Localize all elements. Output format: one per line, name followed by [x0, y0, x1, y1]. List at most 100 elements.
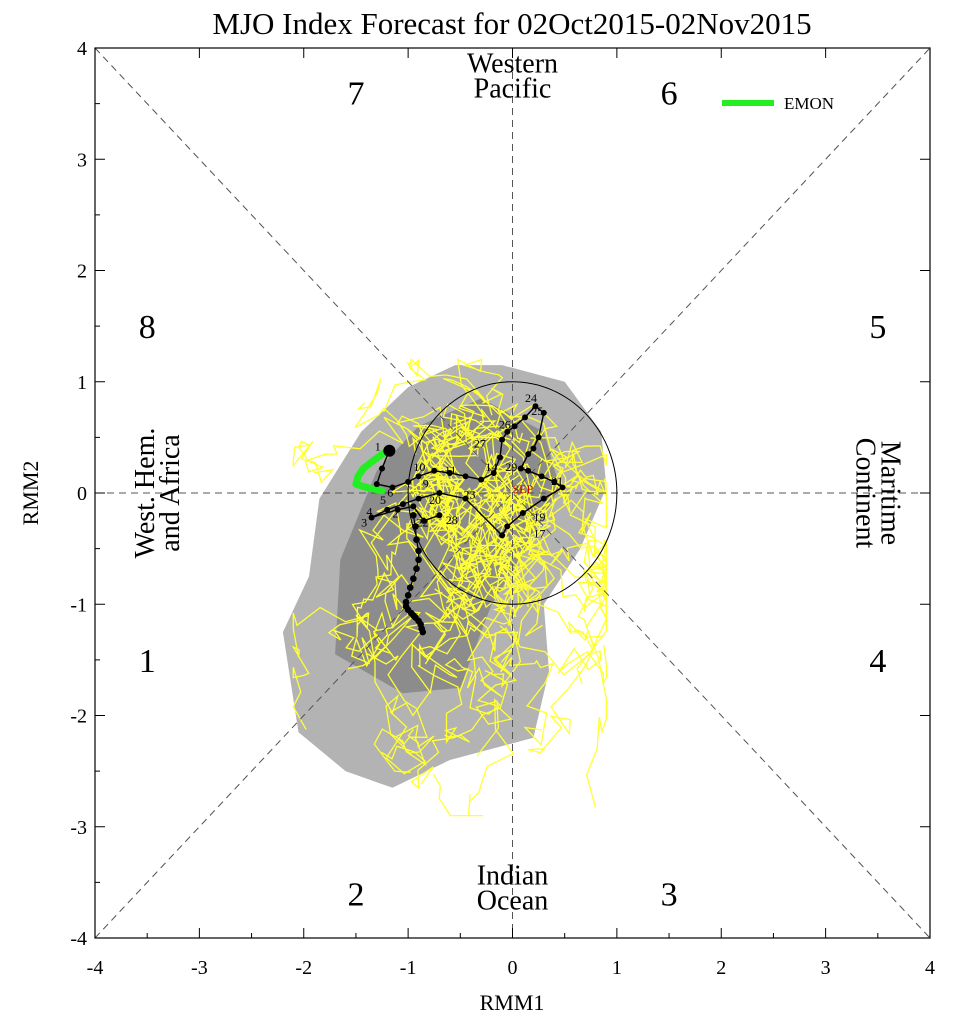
day-label: 17 [533, 527, 545, 541]
phase-label: 2 [347, 877, 364, 914]
observed-point [496, 454, 503, 461]
observed-point [446, 469, 453, 476]
ensemble-member-line [418, 506, 518, 757]
region-label: West. Hem.and Africa [130, 428, 186, 559]
legend-label-emon: EMON [784, 94, 834, 113]
day-label: 19 [533, 510, 545, 524]
forecast-point [419, 628, 427, 636]
day-label: 5 [380, 493, 386, 507]
day-label: 2 [392, 506, 398, 520]
day-label: 14 [485, 460, 497, 474]
x-tick-label: 2 [716, 957, 726, 979]
observed-line [371, 405, 564, 537]
day-label: 28 [446, 513, 458, 527]
day-label: 22 [416, 515, 428, 529]
observed-point [532, 403, 539, 410]
observed-point [415, 473, 422, 480]
day-label: 26 [499, 417, 511, 431]
phase-label: 8 [139, 309, 156, 346]
day-label: 20 [429, 493, 441, 507]
day-label: 1 [375, 440, 381, 454]
y-tick-label: 2 [77, 261, 87, 283]
forecast-point [415, 547, 422, 555]
ensemble-member-line [381, 494, 462, 775]
region-label-line: and Africa [155, 434, 186, 552]
x-tick-label: -3 [191, 957, 208, 979]
observed-point [525, 451, 532, 458]
ensemble-member-line [292, 416, 497, 484]
ensemble-member-line [422, 433, 537, 618]
ensemble-member-line [355, 501, 435, 754]
day-label: 25 [531, 404, 543, 418]
observed-point [551, 478, 558, 485]
day-label: 27 [474, 436, 486, 450]
ensemble-member-line [412, 430, 553, 557]
ensemble-member-line [473, 387, 599, 505]
forecast-point [410, 575, 417, 582]
ensemble-member-line [518, 477, 608, 685]
forecast-point [404, 592, 412, 599]
ensemble-member-line [459, 417, 608, 558]
chart-title: MJO Index Forecast for 02Oct2015-02Nov20… [212, 6, 811, 41]
ensemble-member-line [373, 454, 479, 773]
observed-point [399, 501, 406, 508]
observed-point [522, 414, 529, 421]
observed-point [559, 484, 566, 491]
observed-point [383, 444, 396, 457]
ensemble-member-line [411, 424, 528, 694]
phase-label: 1 [139, 643, 156, 680]
phase-label: 5 [869, 309, 886, 346]
observed-point [490, 469, 497, 476]
day-label: 3 [361, 515, 367, 529]
x-tick-label: -1 [400, 957, 417, 979]
region-label-line: Pacific [474, 73, 552, 104]
day-label: 4 [366, 504, 372, 518]
observed-point [504, 428, 511, 435]
day-label: 6 [387, 485, 393, 499]
y-tick-label: 4 [77, 38, 87, 60]
observed-point [368, 514, 375, 521]
y-tick-label: 0 [77, 483, 87, 505]
phase-label: 7 [347, 76, 364, 113]
y-tick-label: 1 [77, 372, 87, 394]
forecast-start-label: SEP [513, 482, 534, 496]
day-label: 24 [525, 391, 537, 405]
x-tick-label: 0 [508, 957, 518, 979]
y-tick-label: -1 [70, 594, 87, 616]
phase-label: 3 [661, 877, 678, 914]
x-tick-label: -4 [87, 957, 104, 979]
forecast-point [413, 536, 420, 544]
forecast-point [412, 523, 419, 530]
observed-point [420, 517, 427, 524]
ensemble-mean-line [352, 447, 391, 495]
ensemble-member-line [430, 436, 608, 597]
observed-point [436, 490, 443, 496]
region-label-line: Maritime [874, 441, 905, 545]
region-label-line: West. Hem. [130, 428, 161, 559]
y-tick-label: 3 [77, 149, 87, 171]
region-label-line: Ocean [477, 885, 549, 916]
observed-point [431, 467, 438, 474]
ensemble-member-line [439, 498, 608, 685]
ensemble-member-line [419, 452, 532, 602]
observed-point [499, 532, 506, 539]
forecast-point [406, 584, 414, 591]
forecast-point [410, 511, 417, 519]
x-tick-label: -2 [295, 957, 312, 979]
ensemble-member-line [410, 522, 522, 790]
observed-point [517, 465, 524, 472]
day-label: 10 [413, 460, 425, 474]
observed-point [525, 467, 532, 474]
forecast-point [413, 565, 420, 572]
observed-point [540, 409, 547, 416]
observed-point [499, 436, 506, 443]
x-tick-label: 3 [821, 957, 831, 979]
day-label: 23 [463, 488, 475, 502]
observed-point [540, 495, 547, 502]
ensemble-member-line [430, 488, 525, 586]
